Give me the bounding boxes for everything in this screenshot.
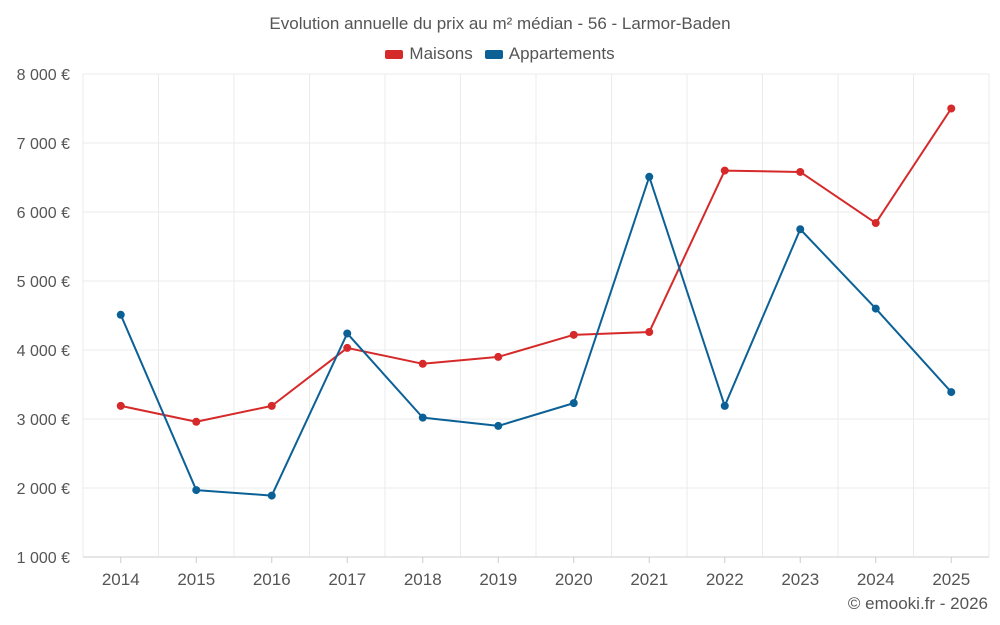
x-tick-label: 2019 (479, 570, 517, 589)
data-point-appartements[interactable] (116, 310, 125, 319)
x-tick-label: 2022 (706, 570, 744, 589)
legend-item-appartements[interactable]: Appartements (484, 44, 615, 64)
legend-item-maisons[interactable]: Maisons (385, 44, 473, 64)
data-point-appartements[interactable] (645, 172, 654, 181)
data-point-appartements[interactable] (720, 401, 729, 410)
data-point-appartements[interactable] (494, 421, 503, 430)
data-point-appartements[interactable] (267, 491, 276, 500)
x-tick-label: 2017 (328, 570, 366, 589)
x-axis: 2014 2015 2016 2017 2018 2019 2020 2021 2022 2023… (83, 556, 989, 589)
series-layer (116, 104, 956, 500)
data-point-appartements[interactable] (192, 486, 201, 495)
series-line-appartements (119, 175, 952, 497)
data-point-maisons[interactable] (267, 401, 276, 410)
data-point-appartements[interactable] (418, 413, 427, 422)
legend-swatch-appartements (484, 49, 503, 59)
legend-swatch-maisons (385, 49, 404, 59)
series-line-maisons (120, 107, 953, 423)
data-point-maisons[interactable] (494, 352, 503, 361)
data-point-maisons[interactable] (418, 359, 427, 368)
y-tick-label: 8 000 € (17, 67, 70, 84)
data-point-maisons[interactable] (720, 166, 729, 175)
x-tick-label: 2015 (177, 570, 215, 589)
x-tick-label: 2025 (932, 570, 970, 589)
y-tick-label: 2 000 € (17, 481, 70, 498)
chart-title: Evolution annuelle du prix au m² médian … (269, 14, 731, 33)
y-axis: 1 000 € 2 000 € 3 000 € 4 000 € 5 000 € 6 000… (17, 67, 70, 567)
y-tick-label: 3 000 € (17, 412, 70, 429)
data-point-maisons[interactable] (796, 167, 805, 176)
data-point-appartements[interactable] (343, 329, 352, 338)
legend-label-appartements: Appartements (508, 44, 615, 63)
data-point-appartements[interactable] (796, 225, 805, 234)
x-tick-label: 2016 (253, 570, 291, 589)
data-point-maisons[interactable] (116, 401, 125, 410)
legend-label-maisons: Maisons (409, 44, 473, 63)
data-point-maisons[interactable] (192, 417, 201, 426)
x-tick-label: 2014 (102, 570, 140, 589)
data-point-maisons[interactable] (947, 104, 956, 113)
y-tick-label: 4 000 € (17, 343, 70, 360)
y-tick-label: 6 000 € (17, 205, 70, 222)
grid-lines (82, 73, 990, 558)
data-point-appartements[interactable] (569, 399, 578, 408)
data-point-maisons[interactable] (871, 219, 880, 228)
data-point-maisons[interactable] (343, 343, 352, 352)
data-point-appartements[interactable] (947, 388, 956, 397)
y-tick-label: 1 000 € (17, 550, 70, 567)
x-tick-label: 2018 (404, 570, 442, 589)
data-point-appartements[interactable] (871, 304, 880, 313)
data-point-maisons[interactable] (569, 330, 578, 339)
x-tick-label: 2020 (555, 570, 593, 589)
credit-text: © emooki.fr - 2026 (847, 594, 988, 613)
x-tick-label: 2023 (781, 570, 819, 589)
data-point-maisons[interactable] (645, 328, 654, 337)
y-tick-label: 7 000 € (17, 136, 70, 153)
x-tick-label: 2024 (857, 570, 895, 589)
x-tick-label: 2021 (630, 570, 668, 589)
y-tick-label: 5 000 € (17, 274, 70, 291)
legend: Maisons Appartements (0, 44, 1000, 64)
